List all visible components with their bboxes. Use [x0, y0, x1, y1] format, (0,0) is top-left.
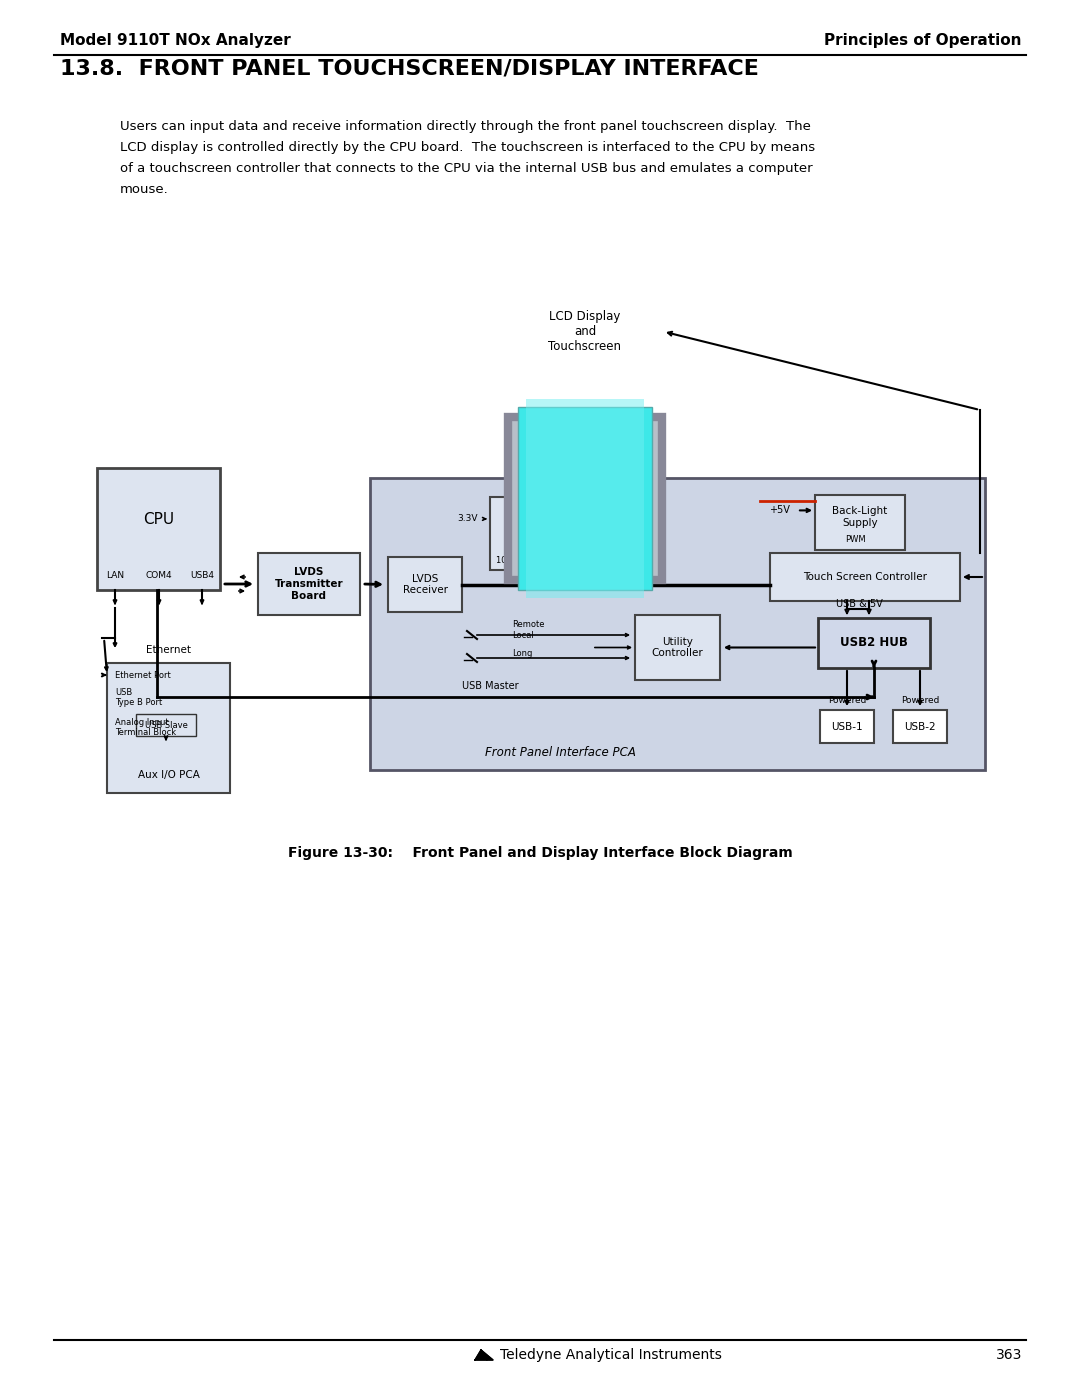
- Bar: [518, 407, 652, 590]
- Text: PWM: PWM: [845, 535, 865, 543]
- Text: TFT BIAS
Supply: TFT BIAS Supply: [510, 511, 555, 534]
- Text: LVDS
Receiver: LVDS Receiver: [403, 574, 447, 595]
- Text: 3.3V: 3.3V: [458, 514, 478, 524]
- Text: Back-Light
Supply: Back-Light Supply: [833, 506, 888, 528]
- Bar: [370, 478, 985, 770]
- Text: Model 9110T NOx Analyzer: Model 9110T NOx Analyzer: [60, 34, 291, 47]
- Polygon shape: [481, 1350, 492, 1361]
- Polygon shape: [475, 1350, 487, 1361]
- Text: Front Panel Interface PCA: Front Panel Interface PCA: [485, 746, 636, 759]
- Text: USB-1: USB-1: [832, 721, 863, 732]
- Bar: [258, 553, 360, 615]
- Bar: [820, 710, 874, 743]
- Text: USB Slave: USB Slave: [145, 721, 188, 729]
- Text: Long: Long: [512, 648, 532, 658]
- Polygon shape: [554, 415, 634, 545]
- Bar: [490, 497, 575, 570]
- Text: Teledyne Analytical Instruments: Teledyne Analytical Instruments: [500, 1348, 721, 1362]
- Text: COM4: COM4: [146, 571, 173, 581]
- Bar: [136, 714, 195, 736]
- Text: Aux I/O PCA: Aux I/O PCA: [137, 770, 200, 780]
- Text: LCD Display
and
Touchscreen: LCD Display and Touchscreen: [549, 310, 621, 353]
- Text: USB-2: USB-2: [904, 721, 935, 732]
- Text: Analog Input
Terminal Block: Analog Input Terminal Block: [114, 718, 176, 738]
- Text: Figure 13-30:    Front Panel and Display Interface Block Diagram: Figure 13-30: Front Panel and Display In…: [287, 847, 793, 861]
- Text: USB & 5V: USB & 5V: [836, 599, 882, 609]
- Bar: [107, 664, 230, 793]
- Text: Ethernet: Ethernet: [146, 645, 191, 655]
- Bar: [770, 553, 960, 601]
- Text: Touch Screen Controller: Touch Screen Controller: [804, 571, 927, 583]
- Text: USB Master: USB Master: [461, 680, 518, 692]
- Bar: [635, 615, 720, 680]
- Text: CPU: CPU: [143, 511, 174, 527]
- Bar: [815, 495, 905, 550]
- Text: Ethernet Port: Ethernet Port: [114, 671, 171, 680]
- Text: Principles of Operation: Principles of Operation: [824, 34, 1022, 47]
- Bar: [526, 400, 644, 598]
- Text: Users can input data and receive information directly through the front panel to: Users can input data and receive informa…: [120, 120, 811, 133]
- Text: of a touchscreen controller that connects to the CPU via the internal USB bus an: of a touchscreen controller that connect…: [120, 162, 812, 175]
- Text: Powered: Powered: [827, 696, 866, 705]
- Bar: [818, 617, 930, 668]
- Text: USB2 HUB: USB2 HUB: [840, 637, 908, 650]
- Text: 18 Bit TTL Data: 18 Bit TTL Data: [576, 571, 645, 581]
- Text: 13.8.  FRONT PANEL TOUCHSCREEN/DISPLAY INTERFACE: 13.8. FRONT PANEL TOUCHSCREEN/DISPLAY IN…: [60, 59, 759, 78]
- Text: Powered: Powered: [901, 696, 940, 705]
- Text: +5V: +5V: [769, 506, 789, 515]
- Bar: [893, 710, 947, 743]
- Text: Remote
Local: Remote Local: [512, 620, 544, 640]
- Text: LCD display is controlled directly by the CPU board.  The touchscreen is interfa: LCD display is controlled directly by th…: [120, 141, 815, 154]
- Text: Utility
Controller: Utility Controller: [651, 637, 703, 658]
- Bar: [97, 468, 220, 590]
- Text: USB
Type B Port: USB Type B Port: [114, 687, 162, 707]
- Text: mouse.: mouse.: [120, 183, 168, 196]
- Text: USB4: USB4: [190, 571, 214, 581]
- Bar: [388, 557, 462, 612]
- FancyBboxPatch shape: [508, 416, 662, 580]
- Text: LAN: LAN: [106, 571, 124, 581]
- Text: 363: 363: [996, 1348, 1022, 1362]
- Text: LVDS
Transmitter
Board: LVDS Transmitter Board: [274, 567, 343, 601]
- Text: 10.4, -7.0, 16, 4V: 10.4, -7.0, 16, 4V: [497, 556, 568, 564]
